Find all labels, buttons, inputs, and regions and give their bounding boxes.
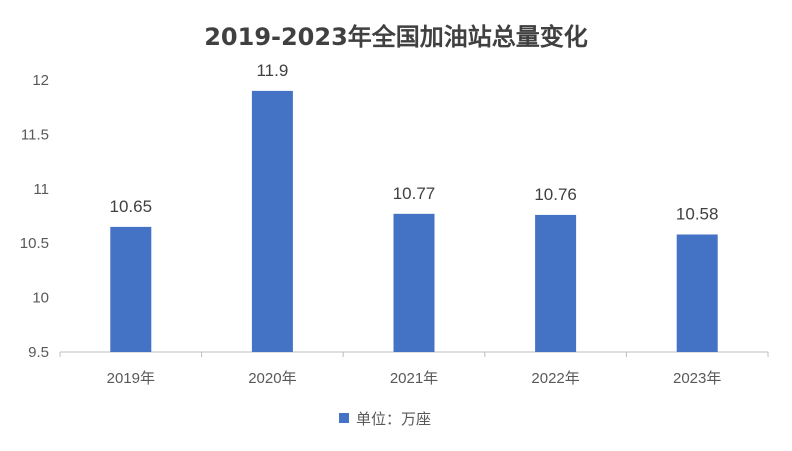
data-label: 10.76: [534, 185, 577, 204]
x-tick-label: 2023年: [673, 370, 721, 387]
y-axis-ticks: 9.5 10 10.5 11 11.5 12: [20, 72, 49, 361]
legend-label: 单位：万座: [356, 410, 431, 428]
data-label: 10.65: [110, 197, 153, 216]
x-tick-label: 2022年: [531, 370, 579, 387]
data-label: 11.9: [256, 61, 288, 80]
y-tick-label: 9.5: [28, 344, 49, 361]
x-tick-label: 2019年: [107, 370, 155, 387]
bar: [535, 214, 577, 352]
x-tick-label: 2021年: [390, 370, 438, 387]
bar-series: [110, 90, 718, 352]
bar: [676, 234, 718, 352]
legend: 单位：万座: [339, 410, 431, 428]
y-tick-label: 10: [32, 290, 49, 307]
chart-title: 2019-2023年全国加油站总量变化: [204, 23, 588, 51]
bar: [110, 226, 152, 352]
data-labels: 10.65 11.9 10.77 10.76 10.58: [110, 61, 719, 224]
y-tick-label: 10.5: [20, 235, 49, 252]
bar: [251, 90, 293, 352]
y-tick-label: 11: [33, 181, 49, 198]
data-label: 10.77: [393, 184, 436, 203]
bar: [393, 213, 435, 352]
y-tick-label: 12: [32, 72, 49, 89]
x-axis-labels: 2019年 2020年 2021年 2022年 2023年: [107, 370, 722, 387]
y-tick-label: 11.5: [21, 126, 49, 143]
x-axis-tick-marks: [59, 352, 769, 357]
legend-swatch: [339, 413, 349, 423]
x-tick-label: 2020年: [248, 370, 296, 387]
data-label: 10.58: [676, 204, 719, 223]
